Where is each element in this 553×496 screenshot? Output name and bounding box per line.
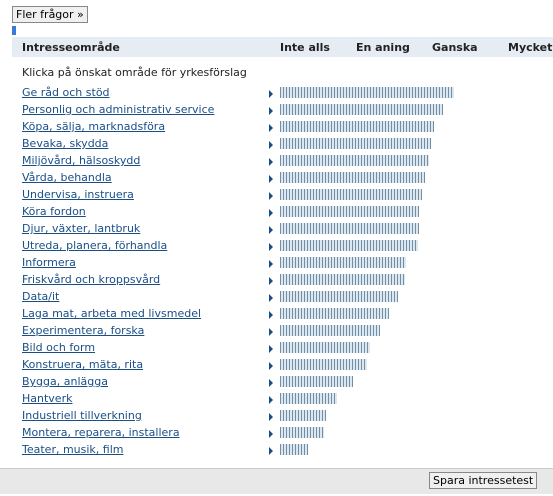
category-link[interactable]: Bild och form xyxy=(22,341,96,354)
header-row xyxy=(12,37,553,57)
arrow-icon xyxy=(269,345,273,353)
arrow-icon xyxy=(269,90,273,98)
arrow-icon xyxy=(269,107,273,115)
category-link[interactable]: Bygga, anlägga xyxy=(22,375,108,388)
arrow-icon xyxy=(269,379,273,387)
bar xyxy=(280,172,426,183)
bar xyxy=(280,121,435,132)
bar xyxy=(280,223,420,234)
bar xyxy=(280,87,455,98)
category-link[interactable]: Laga mat, arbeta med livsmedel xyxy=(22,307,202,320)
progress-indicator xyxy=(12,26,16,35)
bar xyxy=(280,138,432,149)
arrow-icon xyxy=(269,175,273,183)
bar xyxy=(280,104,443,115)
bar xyxy=(280,240,419,251)
arrow-icon xyxy=(269,243,273,251)
bar xyxy=(280,206,420,217)
arrow-icon xyxy=(269,124,273,132)
bar xyxy=(280,155,429,166)
category-link[interactable]: Industriell tillverkning xyxy=(22,409,142,422)
bar xyxy=(280,410,327,421)
category-link[interactable]: Djur, växter, lantbruk xyxy=(22,222,141,235)
header-label: Intresseområde xyxy=(22,41,120,54)
arrow-icon xyxy=(269,362,273,370)
bar xyxy=(280,342,370,353)
bar xyxy=(280,359,367,370)
arrow-icon xyxy=(269,277,273,285)
arrow-icon xyxy=(269,226,273,234)
category-link[interactable]: Personlig och administrativ service xyxy=(22,103,215,116)
arrow-icon xyxy=(269,396,273,404)
instruction: Klicka på önskat område för yrkesförslag xyxy=(22,66,247,79)
arrow-icon xyxy=(269,328,273,336)
bar xyxy=(280,257,407,268)
bar xyxy=(280,393,337,404)
category-link[interactable]: Konstruera, mäta, rita xyxy=(22,358,144,371)
bar xyxy=(280,427,325,438)
arrow-icon xyxy=(269,158,273,166)
more-questions-button[interactable]: Fler frågor » xyxy=(12,6,88,23)
arrow-icon xyxy=(269,141,273,149)
category-link[interactable]: Utreda, planera, förhandla xyxy=(22,239,168,252)
arrow-icon xyxy=(269,294,273,302)
category-link[interactable]: Köpa, sälja, marknadsföra xyxy=(22,120,166,133)
category-link[interactable]: Data/it xyxy=(22,290,60,303)
arrow-icon xyxy=(269,209,273,217)
category-link[interactable]: Experimentera, forska xyxy=(22,324,145,337)
arrow-icon xyxy=(269,192,273,200)
category-link[interactable]: Bevaka, skydda xyxy=(22,137,109,150)
bar xyxy=(280,291,398,302)
bar xyxy=(280,325,381,336)
save-button[interactable]: Spara intressetest xyxy=(429,472,538,489)
bar xyxy=(280,189,423,200)
arrow-icon xyxy=(269,430,273,438)
category-link[interactable]: Informera xyxy=(22,256,76,269)
arrow-icon xyxy=(269,311,273,319)
category-link[interactable]: Köra fordon xyxy=(22,205,86,218)
column-header: Mycket xyxy=(508,41,553,54)
column-header: En aning xyxy=(356,41,410,54)
arrow-icon xyxy=(269,447,273,455)
arrow-icon xyxy=(269,413,273,421)
bar xyxy=(280,308,389,319)
category-link[interactable]: Miljövård, hälsoskydd xyxy=(22,154,141,167)
category-link[interactable]: Montera, reparera, installera xyxy=(22,426,180,439)
category-link[interactable]: Undervisa, instruera xyxy=(22,188,134,201)
bar xyxy=(280,376,353,387)
column-header: Ganska xyxy=(432,41,478,54)
category-link[interactable]: Ge råd och stöd xyxy=(22,86,110,99)
arrow-icon xyxy=(269,260,273,268)
bar xyxy=(280,274,405,285)
category-link[interactable]: Hantverk xyxy=(22,392,73,405)
category-link[interactable]: Teater, musik, film xyxy=(22,443,124,456)
category-link[interactable]: Friskvård och kroppsvård xyxy=(22,273,161,286)
category-link[interactable]: Vårda, behandla xyxy=(22,171,112,184)
column-header: Inte alls xyxy=(280,41,330,54)
bar xyxy=(280,444,309,455)
